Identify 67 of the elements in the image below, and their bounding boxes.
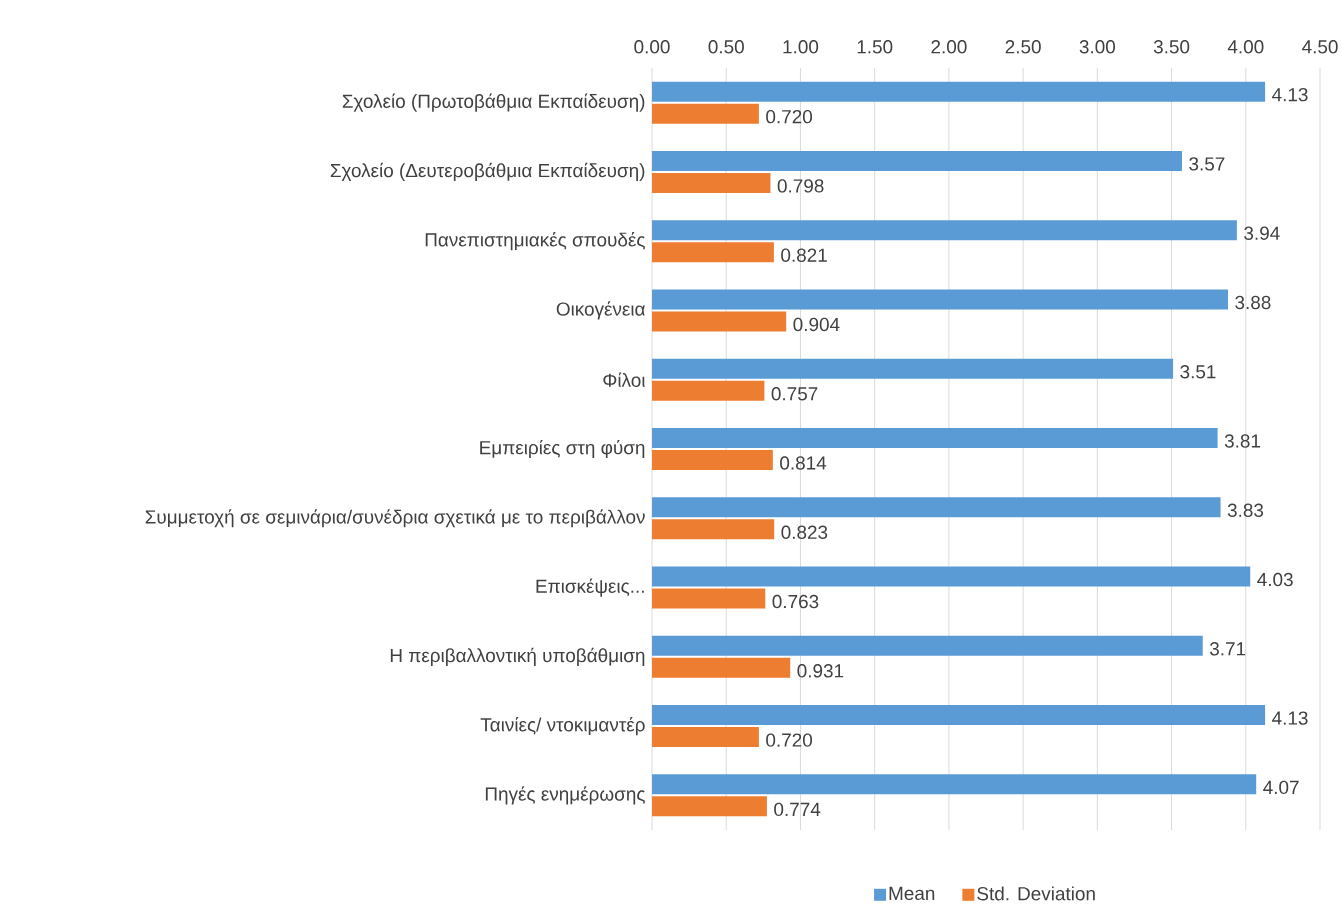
y-tick-label: Η περιβαλλοντική υποβάθμιση	[390, 647, 645, 666]
data-label: 0.798	[777, 179, 824, 193]
data-label: 0.814	[780, 456, 827, 470]
x-tick-label: 4.50	[1302, 40, 1338, 54]
data-label: 3.88	[1235, 295, 1271, 310]
bar	[652, 774, 1257, 795]
data-label: 0.931	[797, 664, 844, 678]
x-tick-label: 3.50	[1153, 40, 1190, 54]
data-label: 3.83	[1227, 503, 1264, 517]
y-tick-label: Σχολείο (Δευτεροβάθμια Εκπαίδευση)	[330, 162, 645, 181]
bar	[652, 81, 1266, 102]
data-label: 0.904	[793, 317, 840, 332]
bar	[652, 242, 774, 263]
y-tick-label: Πανεπιστημιακές σπουδές	[425, 232, 645, 251]
x-tick-label: 4.00	[1227, 40, 1264, 54]
data-label: 0.774	[774, 802, 821, 817]
bar	[652, 519, 775, 540]
data-label: 3.71	[1209, 642, 1246, 656]
y-tick-label: Συμμετοχή σε σεμινάρια/συνέδρια σχετικά με το περιβάλλον	[145, 509, 645, 528]
data-label: 3.81	[1224, 434, 1261, 448]
legend-label: Std. Deviation	[977, 886, 1095, 901]
x-tick-label: 0.00	[634, 40, 670, 54]
bar	[652, 358, 1174, 379]
data-label: 0.821	[781, 248, 827, 262]
x-tick-label: 3.00	[1079, 40, 1116, 54]
bar	[652, 796, 767, 817]
data-label: 0.720	[766, 109, 813, 124]
y-tick-label: Πηγές ενημέρωσης	[485, 786, 645, 805]
y-tick-label: Ταινίες/ ντοκιμαντέρ	[480, 717, 645, 736]
y-tick-label: Σχολείο (Πρωτοβάθμια Εκπαίδευση)	[342, 93, 645, 112]
x-tick-label: 2.00	[931, 40, 967, 54]
y-tick-label: Επισκέψεις...	[536, 578, 644, 597]
y-tick-label: Εμπειρίες στη φύση	[480, 439, 645, 459]
bar	[652, 566, 1251, 587]
legend-label: Mean	[889, 886, 935, 901]
y-tick-label: Οικογένεια	[556, 301, 645, 320]
data-label: 3.51	[1180, 365, 1216, 379]
bar	[652, 103, 759, 124]
bar	[652, 497, 1221, 518]
bar	[652, 727, 759, 748]
data-label: 0.823	[781, 525, 828, 539]
x-tick-label: 0.50	[708, 40, 744, 54]
data-label: 4.13	[1272, 711, 1308, 725]
y-tick-label: Φίλοι	[603, 372, 645, 387]
bar	[652, 428, 1218, 448]
x-tick-label: 2.50	[1005, 40, 1041, 54]
bar	[652, 172, 771, 193]
x-tick-label: 1.50	[857, 40, 893, 54]
bar	[652, 588, 766, 609]
data-label: 3.57	[1189, 157, 1225, 171]
data-label: 4.07	[1263, 780, 1299, 795]
data-label: 4.03	[1257, 572, 1293, 587]
data-label: 0.720	[766, 733, 813, 747]
bar	[652, 635, 1203, 656]
bar	[652, 311, 787, 332]
bar	[652, 150, 1182, 171]
bar	[652, 657, 791, 678]
bar	[652, 380, 765, 401]
bar	[652, 289, 1228, 310]
bar	[652, 705, 1266, 726]
data-label: 3.94	[1244, 226, 1280, 240]
data-label: 0.757	[771, 387, 818, 401]
data-label: 4.13	[1272, 87, 1308, 102]
bar	[652, 220, 1237, 241]
data-label: 0.763	[772, 594, 819, 609]
bar	[652, 450, 773, 470]
x-tick-label: 1.00	[783, 40, 819, 54]
